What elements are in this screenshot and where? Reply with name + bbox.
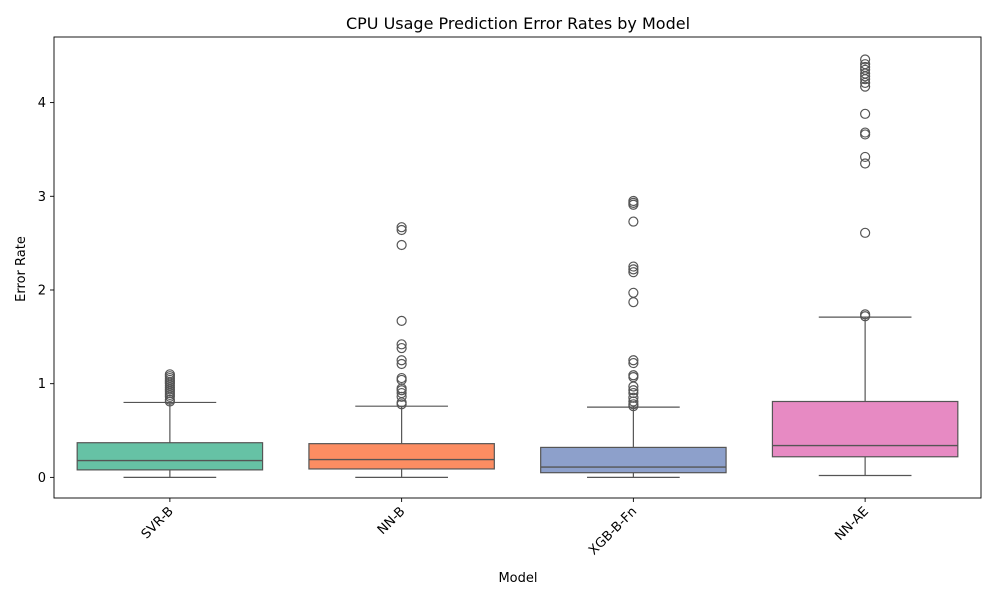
x-tick-label: NN-AE [832, 504, 872, 544]
outlier-point [397, 241, 406, 250]
y-tick-label: 1 [38, 377, 46, 392]
y-tick-label: 2 [38, 283, 46, 298]
box [77, 443, 262, 470]
box-group [77, 370, 262, 478]
y-tick-label: 3 [38, 190, 46, 205]
box [309, 444, 494, 469]
x-tick-label: NN-B [375, 504, 409, 538]
x-tick-label: SVR-B [139, 504, 177, 542]
y-tick-label: 4 [38, 96, 46, 111]
outlier-point [861, 228, 870, 237]
y-axis-label: Error Rate [14, 236, 29, 302]
outlier-point [861, 152, 870, 161]
box-group [541, 196, 726, 477]
chart-title: CPU Usage Prediction Error Rates by Mode… [346, 14, 690, 33]
x-axis: SVR-B NN-B XGB-B-Fn NN-AE [139, 498, 872, 558]
box-group [772, 55, 957, 476]
outlier-point [629, 298, 638, 307]
outlier-point [629, 217, 638, 226]
outlier-point [397, 316, 406, 325]
outlier-point [629, 288, 638, 297]
box [772, 401, 957, 456]
box-group [309, 223, 494, 478]
box [541, 447, 726, 472]
outlier-point [861, 109, 870, 118]
y-tick-label: 0 [38, 471, 46, 486]
x-axis-label: Model [498, 571, 537, 586]
y-axis: 0 1 2 3 4 [38, 96, 54, 486]
plot-area [54, 37, 981, 498]
x-tick-label: XGB-B-Fn [586, 504, 640, 558]
